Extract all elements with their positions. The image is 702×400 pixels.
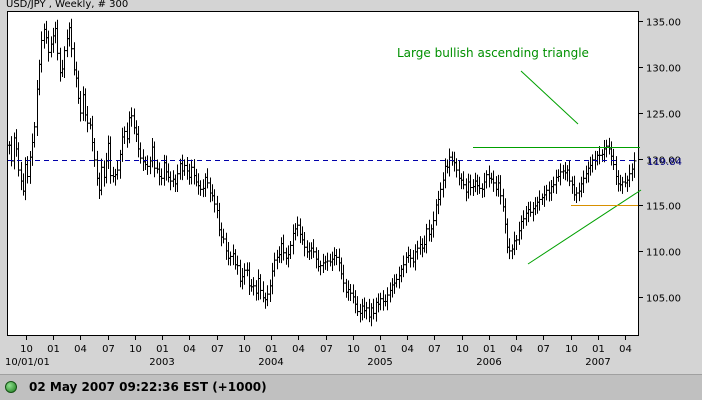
annotation-pointer: [520, 70, 579, 125]
x-tick-label: 04: [510, 344, 523, 355]
x-year-label: 10/01/01: [5, 357, 50, 368]
y-tick-label: 120.00: [646, 156, 681, 167]
chart-title: USD/JPY , Weekly, # 300: [6, 0, 129, 10]
y-axis: 105.00 110.00 115.00 120.00 125.00 130.00 135.…: [638, 18, 682, 305]
x-tick-label: 04: [401, 344, 414, 355]
x-tick-label: 01: [592, 344, 605, 355]
y-tick-label: 110.00: [646, 248, 681, 259]
x-axis: 10 01 04 07 10 01 04 07 10 01 04 07 10 01 04 07 10 01 04 07…: [5, 336, 632, 368]
x-tick-label: 10: [20, 344, 33, 355]
x-tick-label: 10: [456, 344, 469, 355]
x-tick-label: 10: [565, 344, 578, 355]
y-tick-label: 105.00: [646, 294, 681, 305]
x-tick-label: 07: [211, 344, 224, 355]
x-tick-label: 07: [537, 344, 550, 355]
x-tick-label: 04: [292, 344, 305, 355]
status-timestamp: 02 May 2007 09:22:36 EST (+1000): [29, 380, 267, 394]
x-year-label: 2005: [367, 357, 392, 368]
x-tick-label: 10: [347, 344, 360, 355]
price-bars: [7, 18, 637, 327]
last-price-label: 119.84: [647, 157, 682, 168]
plot-frame: [7, 11, 639, 336]
y-tick-label: 115.00: [646, 202, 681, 213]
x-tick-label: 10: [238, 344, 251, 355]
x-tick-label: 04: [74, 344, 87, 355]
x-tick-label: 01: [265, 344, 278, 355]
x-year-label: 2004: [258, 357, 283, 368]
x-tick-label: 01: [47, 344, 60, 355]
x-tick-label: 04: [183, 344, 196, 355]
y-tick-label: 125.00: [646, 110, 681, 121]
status-bar: 02 May 2007 09:22:36 EST (+1000): [0, 374, 702, 400]
x-year-label: 2007: [585, 357, 610, 368]
x-tick-label: 01: [156, 344, 169, 355]
support-trendline: [527, 189, 642, 265]
x-tick-label: 04: [619, 344, 632, 355]
y-tick-label: 135.00: [646, 18, 681, 29]
x-tick-label: 07: [102, 344, 115, 355]
x-tick-label: 01: [374, 344, 387, 355]
x-tick-label: 01: [483, 344, 496, 355]
chart-area: 105.00 110.00 115.00 120.00 125.00 130.00 135.…: [0, 0, 702, 374]
y-tick-label: 130.00: [646, 64, 681, 75]
x-year-label: 2003: [149, 357, 174, 368]
price-bar: [632, 152, 637, 178]
status-indicator-icon: [5, 381, 17, 393]
x-tick-label: 07: [320, 344, 333, 355]
chart-annotation: Large bullish ascending triangle: [397, 46, 589, 60]
x-tick-label: 10: [129, 344, 142, 355]
price-chart: 105.00 110.00 115.00 120.00 125.00 130.00 135.…: [5, 11, 682, 368]
x-tick-label: 07: [428, 344, 441, 355]
x-year-label: 2006: [476, 357, 501, 368]
